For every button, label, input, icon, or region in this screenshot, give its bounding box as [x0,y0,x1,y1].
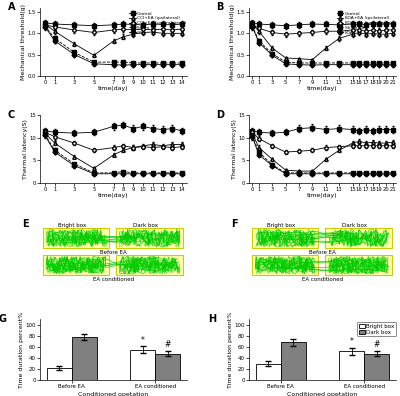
Bar [155,354,180,380]
X-axis label: Conditioned opetation: Conditioned opetation [78,392,149,396]
Legend: Control, CCI+EA (ipsilateral), CCI+EA (contralateral), Sham EA, CCI: Control, CCI+EA (ipsilateral), CCI+EA (c… [128,10,188,36]
Bar [325,228,392,248]
Bar [43,228,109,248]
X-axis label: time(day): time(day) [98,193,129,198]
Bar [116,228,183,248]
X-axis label: time(day): time(day) [98,86,129,91]
Text: D: D [216,110,224,120]
Bar [47,368,72,380]
Text: C: C [8,110,15,120]
Bar [364,354,389,380]
Text: G: G [0,314,7,324]
Text: F: F [231,219,238,229]
X-axis label: Conditioned opetation: Conditioned opetation [287,392,358,396]
Text: *: * [141,336,145,345]
Bar [325,255,392,275]
Text: *: * [350,337,354,346]
Bar [72,337,97,380]
Bar [252,255,318,275]
Y-axis label: Mechanical threshold(g): Mechanical threshold(g) [230,4,235,80]
Bar [130,350,155,380]
Text: E: E [22,219,29,229]
Text: Dark box: Dark box [134,223,158,228]
Y-axis label: Thermal latency(S): Thermal latency(S) [232,119,236,179]
Bar [252,228,318,248]
Text: Bright box: Bright box [58,223,86,228]
Text: EA conditioned: EA conditioned [302,278,343,282]
Text: H: H [208,314,216,324]
Bar [339,351,364,380]
Text: #: # [374,340,380,349]
Text: A: A [8,2,15,13]
Text: Before EA: Before EA [100,250,127,255]
Y-axis label: Time duration percent%: Time duration percent% [19,312,24,388]
Bar [116,255,183,275]
Text: B: B [216,2,224,13]
Text: Bright box: Bright box [267,223,295,228]
Legend: Bright box, Dark box: Bright box, Dark box [357,322,396,336]
Text: Before EA: Before EA [309,250,336,255]
Text: EA conditioned: EA conditioned [93,278,134,282]
Y-axis label: Mechanical threshold(g): Mechanical threshold(g) [21,4,26,80]
X-axis label: time(day): time(day) [307,193,338,198]
Text: #: # [165,340,171,349]
Bar [256,364,281,380]
Text: Dark box: Dark box [342,223,367,228]
Bar [43,255,109,275]
Y-axis label: Time duration percent%: Time duration percent% [228,312,233,388]
Y-axis label: Thermal latency(S): Thermal latency(S) [23,119,28,179]
X-axis label: time(day): time(day) [307,86,338,91]
Bar [281,343,306,380]
Legend: Control, KOA+EA (ipsilateral), KOA+EA (contralateral), Sham EA, KOA: Control, KOA+EA (ipsilateral), KOA+EA (c… [335,10,397,36]
